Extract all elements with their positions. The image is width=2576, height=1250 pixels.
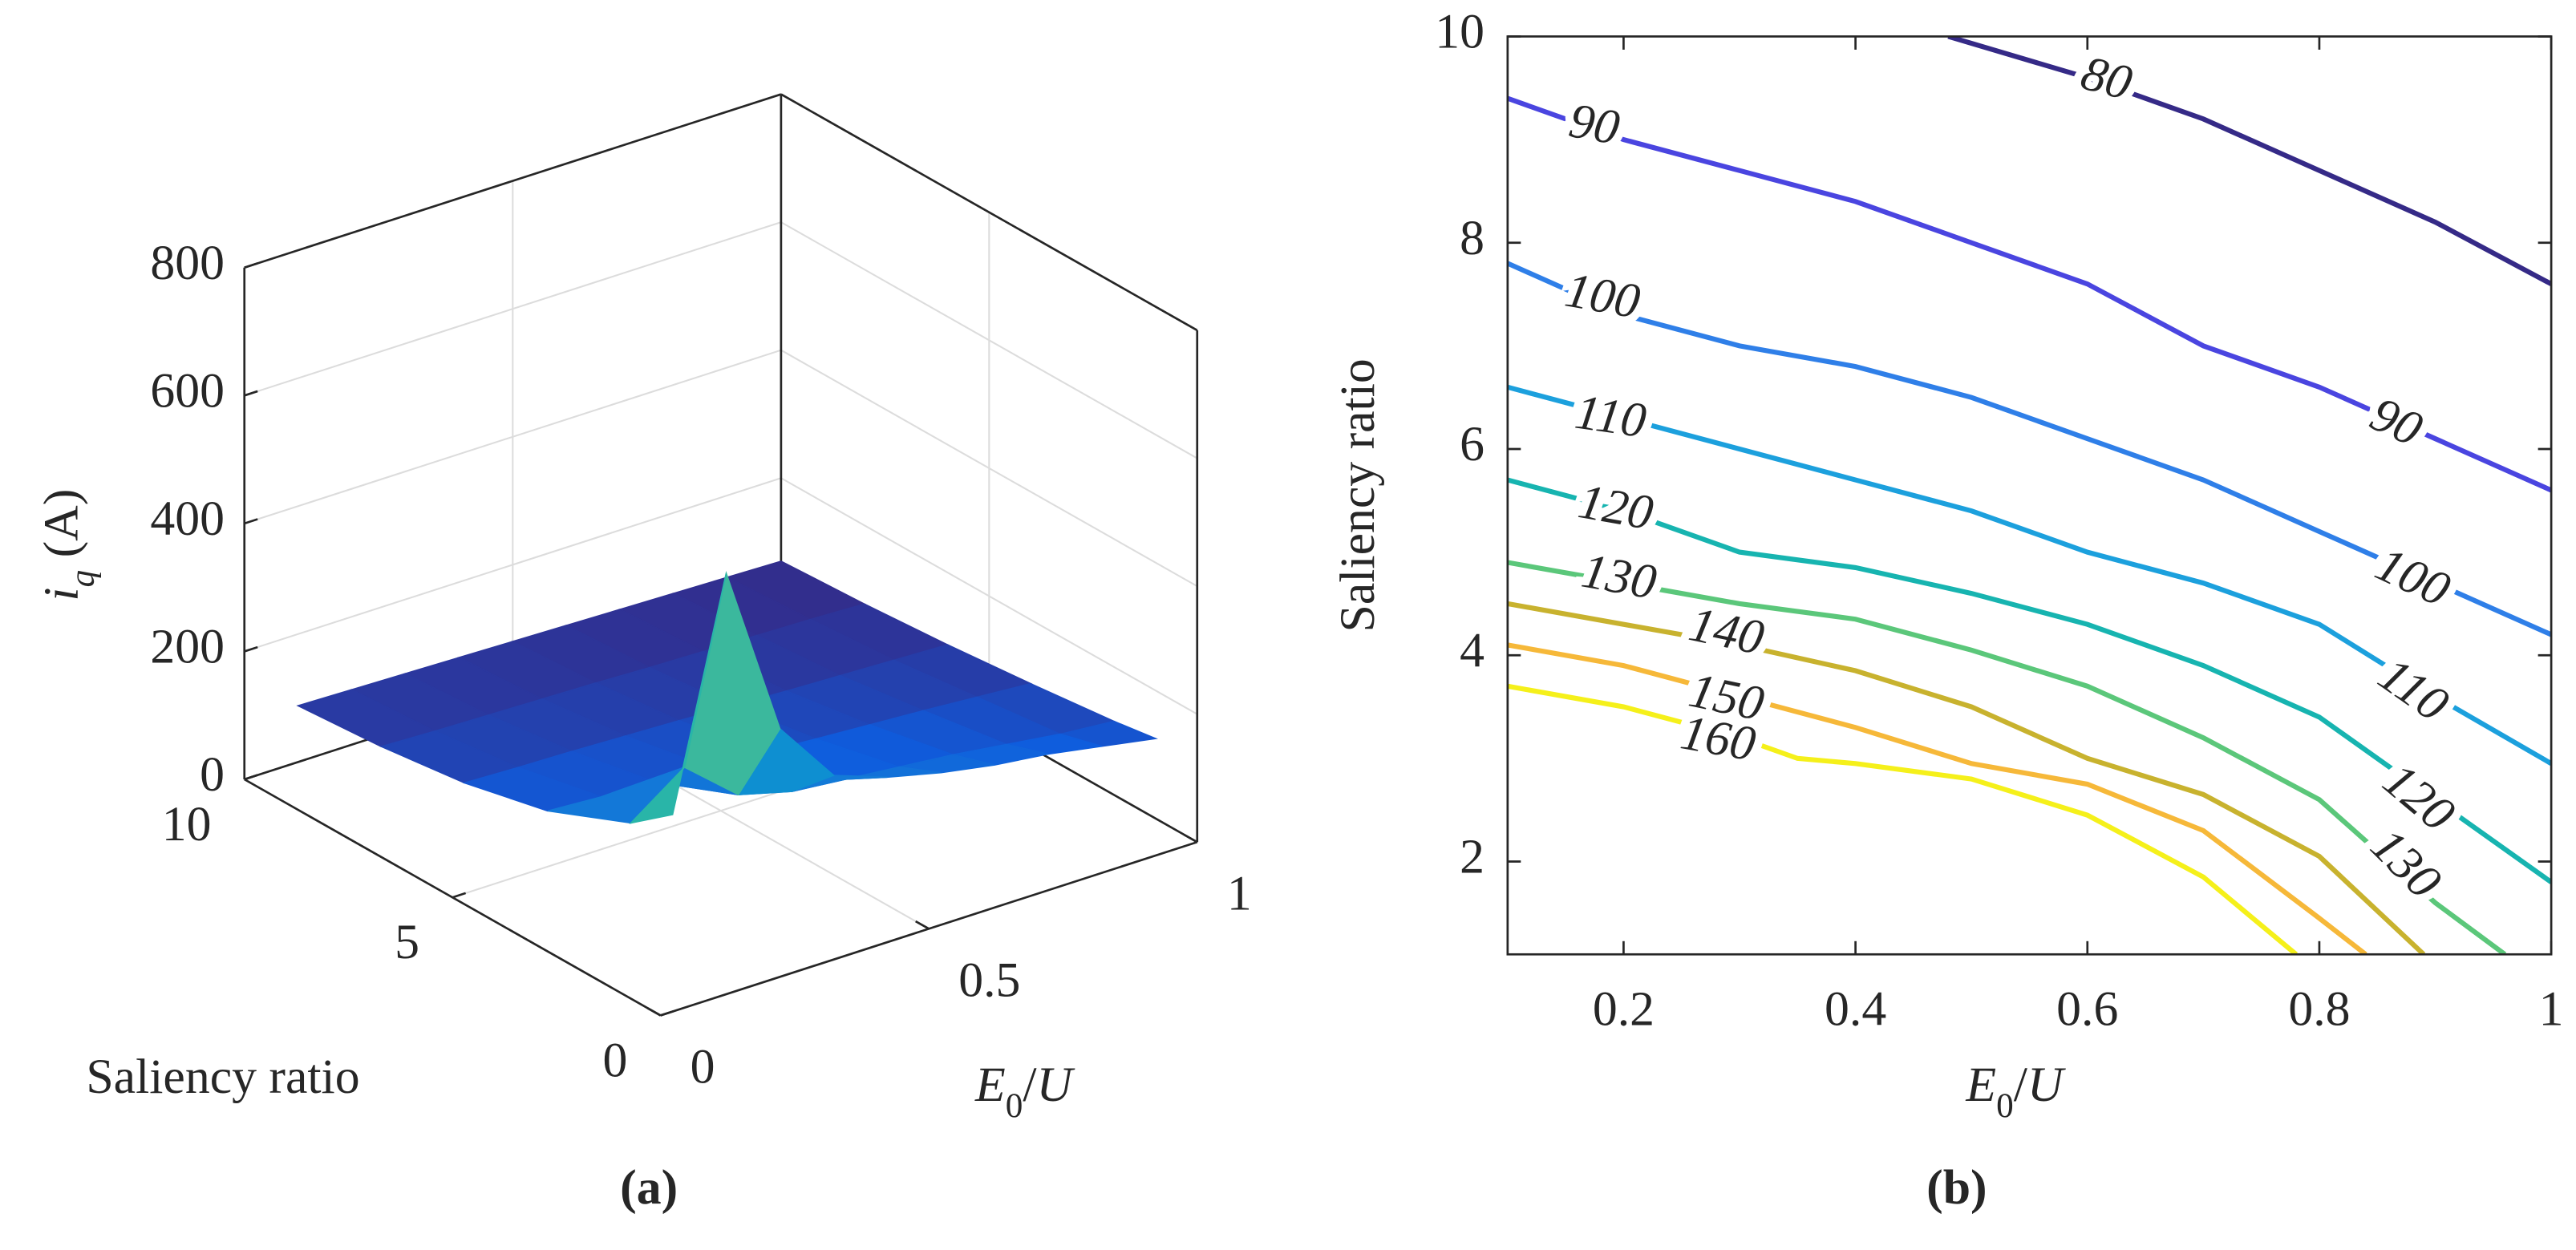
contour-label: 160 <box>1677 705 1760 771</box>
panel-label: (b) <box>1926 1160 1987 1215</box>
x-tick-label: 0 <box>691 1040 715 1094</box>
tick-mark <box>244 262 258 269</box>
contour-label: 100 <box>1561 263 1644 330</box>
y-tick-label: 10 <box>162 797 212 852</box>
axis-line <box>244 93 782 269</box>
contour-label: 90 <box>1565 93 1624 156</box>
tick-mark <box>915 920 930 930</box>
y-axis-label: Saliency ratio <box>86 1050 359 1104</box>
y-tick-label: 4 <box>1460 623 1484 678</box>
contour-line <box>1507 95 2552 493</box>
z-tick-label: 400 <box>150 492 225 546</box>
panel-label: (a) <box>620 1160 678 1215</box>
x-tick-label: 0.8 <box>2288 982 2350 1037</box>
x-tick-label: 1 <box>2539 982 2564 1037</box>
surface-patch <box>629 572 727 824</box>
contour-line <box>1507 642 2367 955</box>
tick-mark <box>244 390 258 397</box>
contour-label: 130 <box>1578 544 1660 610</box>
x-axis-label: E0/U <box>974 1058 1075 1125</box>
z-tick-label: 0 <box>200 747 225 802</box>
contour-label: 110 <box>2369 647 2458 732</box>
tick-mark <box>660 1009 674 1017</box>
z-tick-label: 800 <box>150 236 225 290</box>
contour-line <box>1507 477 2552 884</box>
contour-label: 80 <box>2076 46 2137 111</box>
axis-line <box>780 93 1198 332</box>
axes-box <box>1506 35 2553 956</box>
z-tick-label: 600 <box>150 363 225 418</box>
y-tick-label: 2 <box>1460 830 1484 884</box>
x-tick-label: 0.2 <box>1593 982 1655 1037</box>
x-tick-label: 0.6 <box>2056 982 2118 1037</box>
y-tick-label: 8 <box>1460 211 1484 265</box>
contour-line <box>1507 384 2552 766</box>
contour-line <box>1507 683 2299 955</box>
y-tick-label: 5 <box>395 915 419 969</box>
x-tick-label: 0.4 <box>1825 982 1886 1037</box>
tick-mark <box>244 774 258 781</box>
x-tick-label: 0.5 <box>958 953 1020 1008</box>
contour-label: 100 <box>2367 536 2458 617</box>
tick-mark <box>646 1007 662 1017</box>
y-tick-label: 10 <box>1435 5 1484 59</box>
contour-line <box>1947 36 2552 286</box>
x-tick-label: 1 <box>1227 866 1252 920</box>
z-axis-label: iq (A) <box>34 489 102 601</box>
tick-mark <box>244 645 258 653</box>
z-tick-label: 200 <box>150 620 225 674</box>
contour-label: 120 <box>1574 474 1657 540</box>
contour-line <box>1507 560 2507 955</box>
contour-line <box>1507 601 2426 955</box>
tick-mark <box>244 518 258 525</box>
tick-mark <box>452 892 467 899</box>
y-axis-label: Saliency ratio <box>1331 358 1385 632</box>
y-tick-label: 0 <box>603 1033 628 1087</box>
x-axis-label: E0/U <box>1965 1058 2066 1125</box>
y-tick-label: 6 <box>1460 417 1484 471</box>
tick-mark <box>1183 833 1198 843</box>
contour-line <box>1507 261 2552 637</box>
contour-label: 90 <box>2363 386 2431 457</box>
contour-label: 110 <box>1572 385 1650 449</box>
